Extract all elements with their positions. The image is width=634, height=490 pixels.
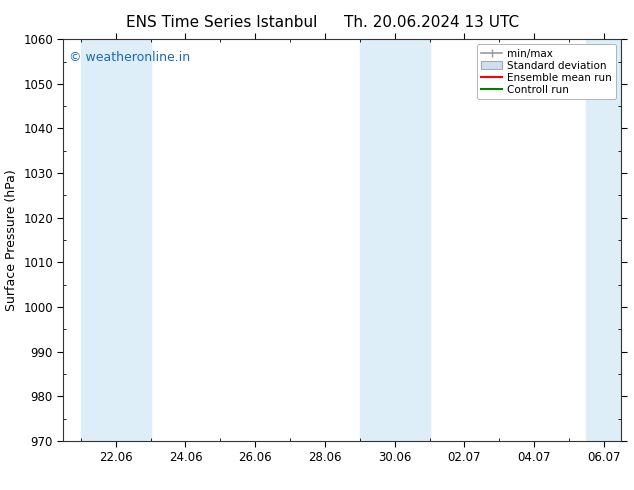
Text: ENS Time Series Istanbul: ENS Time Series Istanbul: [126, 15, 318, 30]
Bar: [586, 39, 621, 441]
Y-axis label: Surface Pressure (hPa): Surface Pressure (hPa): [4, 169, 18, 311]
Bar: [359, 39, 429, 441]
Text: © weatheronline.in: © weatheronline.in: [69, 51, 190, 64]
Bar: [81, 39, 150, 441]
Text: Th. 20.06.2024 13 UTC: Th. 20.06.2024 13 UTC: [344, 15, 519, 30]
Legend: min/max, Standard deviation, Ensemble mean run, Controll run: min/max, Standard deviation, Ensemble me…: [477, 45, 616, 99]
